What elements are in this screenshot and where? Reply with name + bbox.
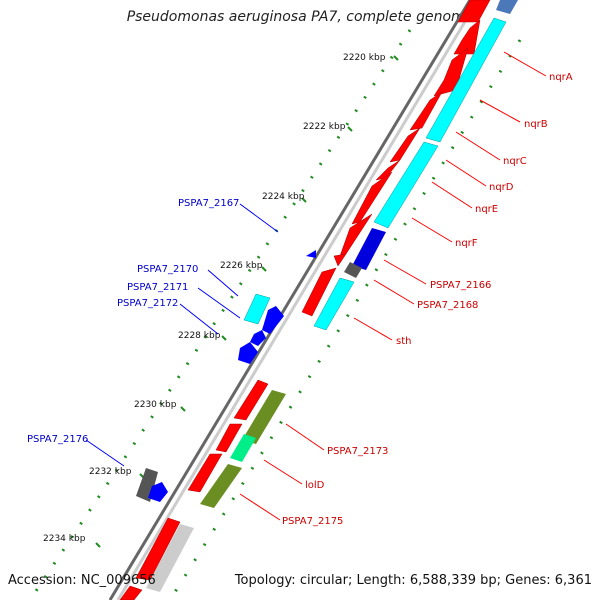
cog-lightgray-block xyxy=(146,524,194,592)
cog-olive-block xyxy=(242,390,286,444)
map-title: Pseudomonas aeruginosa PA7, complete gen… xyxy=(126,9,474,25)
cds-forward xyxy=(119,585,143,600)
gene-label: PSPA7_2172 xyxy=(117,298,178,309)
topology-value: circular xyxy=(299,573,348,588)
cds-forward xyxy=(187,453,223,493)
cds-forward xyxy=(433,47,469,97)
cog-cyan-block xyxy=(373,141,439,229)
accession-footer: Accession: NC_009656 xyxy=(8,573,156,588)
cog-cyan-block xyxy=(313,277,355,331)
tick-label: 2230 kbp xyxy=(134,400,177,410)
backbone-inner xyxy=(116,0,480,600)
gene-label: nqrB xyxy=(524,119,548,130)
cog-gray-block xyxy=(136,468,158,502)
accession-label: Accession: xyxy=(8,573,77,588)
gene-label: nqrD xyxy=(489,182,514,193)
gene-label: PSPA7_2167 xyxy=(178,198,239,209)
tick-label: 2226 kbp xyxy=(220,261,263,271)
cds-reverse xyxy=(250,330,266,346)
tick-track-outer xyxy=(28,29,412,600)
gene-label: nqrC xyxy=(503,156,527,167)
topology-label: Topology: xyxy=(234,573,296,588)
tick-label: 2220 kbp xyxy=(343,53,386,63)
cog-steel-block xyxy=(496,0,518,14)
gene-label: PSPA7_2170 xyxy=(137,264,198,275)
cds-forward xyxy=(409,91,443,131)
tick-label: 2224 kbp xyxy=(262,192,305,202)
tick-label: 2222 kbp xyxy=(303,122,346,132)
cds-reverse xyxy=(148,482,168,502)
cog-blue-block xyxy=(352,228,386,270)
cds-forward xyxy=(135,517,181,581)
cds-reverse xyxy=(238,342,258,364)
gene-label: PSPA7_2168 xyxy=(417,300,478,311)
cog-gray-block xyxy=(344,262,362,278)
gene-label: PSPA7_2166 xyxy=(430,280,491,291)
tick-label: 2234 kbp xyxy=(43,534,86,544)
cog-green-block xyxy=(230,434,256,462)
cds-forward xyxy=(333,253,347,267)
gene-label: sth xyxy=(396,336,411,347)
tick-label: 2232 kbp xyxy=(89,467,132,477)
genes-value: 6,361 xyxy=(554,573,592,588)
gene-label: lolD xyxy=(305,480,325,491)
cds-reverse xyxy=(306,250,316,258)
gene-label: PSPA7_2173 xyxy=(327,446,388,457)
summary-footer: Topology: circular; Length: 6,588,339 bp… xyxy=(234,573,592,588)
cds-forward xyxy=(215,423,243,453)
gene-label: nqrA xyxy=(549,72,573,83)
cds-forward xyxy=(301,267,337,317)
length-label: Length: xyxy=(356,573,406,588)
gene-label: nqrF xyxy=(455,238,478,249)
gene-label: PSPA7_2176 xyxy=(27,434,88,445)
tick-marks xyxy=(95,55,399,548)
length-value: 6,588,339 bp xyxy=(409,573,497,588)
cog-cyan-block xyxy=(425,17,507,143)
cds-reverse xyxy=(262,306,284,334)
cds-forward xyxy=(233,379,269,421)
tick-label: 2228 kbp xyxy=(178,331,221,341)
genes-label: Genes: xyxy=(505,573,551,588)
backbone-outer xyxy=(108,0,472,600)
gene-label: PSPA7_2175 xyxy=(282,516,343,527)
gene-label: PSPA7_2171 xyxy=(127,282,188,293)
cog-cyan-block xyxy=(243,293,271,325)
cog-olive-block xyxy=(200,464,242,508)
gene-label: nqrE xyxy=(475,204,498,215)
accession-value: NC_009656 xyxy=(80,573,156,588)
